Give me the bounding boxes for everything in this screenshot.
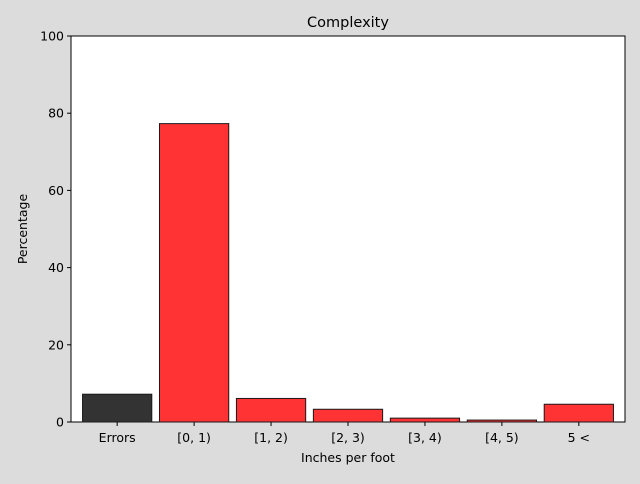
x-tick-label: [4, 5) bbox=[485, 430, 519, 445]
x-axis-label: Inches per foot bbox=[301, 450, 395, 465]
bar-1 bbox=[158, 123, 230, 423]
bar-2 bbox=[235, 397, 307, 423]
y-axis-ticks: 0 20 40 60 80 100 bbox=[40, 29, 71, 430]
bar-6 bbox=[543, 403, 614, 423]
y-tick-label: 60 bbox=[48, 183, 64, 198]
bar-4 bbox=[389, 417, 461, 423]
y-axis-label: Percentage bbox=[15, 194, 30, 265]
x-tick-label: [3, 4) bbox=[408, 430, 442, 445]
y-tick-label: 100 bbox=[40, 29, 64, 44]
plot-area bbox=[70, 35, 626, 423]
x-tick-label: [2, 3) bbox=[331, 430, 365, 445]
x-tick-label: 5 < bbox=[568, 430, 590, 445]
chart-title: Complexity bbox=[307, 15, 389, 31]
y-tick-label: 0 bbox=[56, 415, 64, 430]
bars-layer bbox=[82, 123, 614, 423]
bar-0 bbox=[82, 393, 153, 423]
bar-3 bbox=[312, 408, 384, 423]
x-tick-label: [0, 1) bbox=[177, 430, 211, 445]
y-tick-label: 80 bbox=[48, 106, 64, 121]
x-axis-ticks: Errors [0, 1) [1, 2) [2, 3) [3, 4) [4, 5) 5 < bbox=[99, 422, 590, 445]
x-tick-label: Errors bbox=[99, 430, 136, 445]
y-tick-label: 20 bbox=[48, 337, 64, 352]
y-tick-label: 40 bbox=[48, 260, 64, 275]
bar-5 bbox=[466, 419, 538, 423]
x-tick-label: [1, 2) bbox=[254, 430, 288, 445]
